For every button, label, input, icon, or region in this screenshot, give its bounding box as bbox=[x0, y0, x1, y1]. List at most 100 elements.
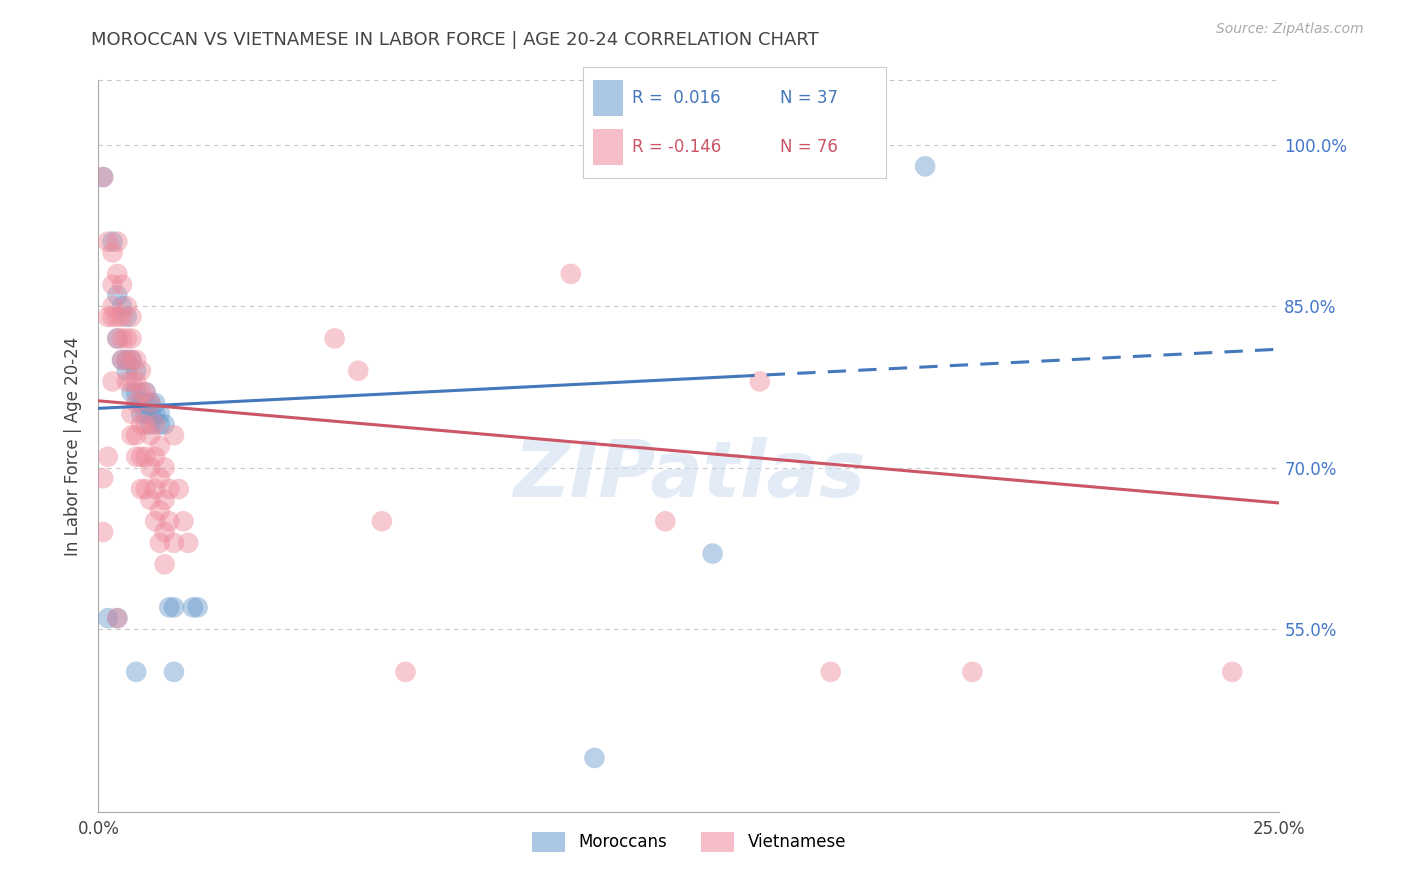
Point bbox=[121, 385, 143, 400]
Point bbox=[702, 547, 724, 561]
Point bbox=[115, 364, 138, 378]
Point bbox=[157, 514, 180, 528]
Point bbox=[105, 310, 128, 324]
Point bbox=[121, 331, 143, 345]
Point bbox=[105, 611, 128, 625]
Point bbox=[143, 482, 166, 496]
Point bbox=[91, 524, 114, 539]
Point bbox=[135, 385, 157, 400]
Point bbox=[139, 492, 162, 507]
Point bbox=[125, 385, 148, 400]
Point bbox=[121, 310, 143, 324]
Point bbox=[115, 299, 138, 313]
Text: ZIPatlas: ZIPatlas bbox=[513, 437, 865, 513]
Point bbox=[135, 482, 157, 496]
Point bbox=[583, 751, 606, 765]
Point bbox=[97, 310, 120, 324]
Point bbox=[105, 267, 128, 281]
Point bbox=[139, 396, 162, 410]
Point bbox=[111, 277, 134, 292]
Point bbox=[121, 353, 143, 368]
Point bbox=[153, 558, 176, 572]
Point bbox=[149, 471, 172, 485]
Point bbox=[172, 514, 194, 528]
Point bbox=[111, 353, 134, 368]
Point bbox=[125, 364, 148, 378]
Text: R = -0.146: R = -0.146 bbox=[631, 138, 721, 156]
Point bbox=[121, 353, 143, 368]
Point bbox=[149, 503, 172, 517]
Point bbox=[125, 353, 148, 368]
Point bbox=[153, 460, 176, 475]
Point bbox=[115, 353, 138, 368]
Point bbox=[125, 375, 148, 389]
Point bbox=[129, 407, 152, 421]
Point bbox=[163, 428, 186, 442]
Point bbox=[121, 428, 143, 442]
FancyBboxPatch shape bbox=[592, 129, 623, 165]
Point bbox=[115, 353, 138, 368]
Point bbox=[914, 159, 936, 173]
Point bbox=[105, 331, 128, 345]
Point bbox=[135, 417, 157, 432]
Point bbox=[1220, 665, 1243, 679]
Point bbox=[143, 450, 166, 464]
Point bbox=[101, 375, 124, 389]
Point bbox=[167, 482, 190, 496]
Point bbox=[143, 396, 166, 410]
Point bbox=[111, 299, 134, 313]
Point bbox=[101, 310, 124, 324]
Point bbox=[560, 267, 582, 281]
Point bbox=[129, 396, 152, 410]
Point bbox=[111, 331, 134, 345]
Point bbox=[163, 536, 186, 550]
Point bbox=[748, 375, 770, 389]
Point bbox=[91, 170, 114, 185]
Point bbox=[153, 492, 176, 507]
Text: R =  0.016: R = 0.016 bbox=[631, 89, 720, 107]
Point bbox=[125, 450, 148, 464]
Point bbox=[157, 482, 180, 496]
Point bbox=[121, 375, 143, 389]
Point bbox=[149, 439, 172, 453]
Point bbox=[157, 600, 180, 615]
Point bbox=[101, 299, 124, 313]
Point bbox=[149, 407, 172, 421]
Point bbox=[91, 170, 114, 185]
Point bbox=[139, 407, 162, 421]
Point bbox=[101, 245, 124, 260]
Point bbox=[115, 331, 138, 345]
Text: MOROCCAN VS VIETNAMESE IN LABOR FORCE | AGE 20-24 CORRELATION CHART: MOROCCAN VS VIETNAMESE IN LABOR FORCE | … bbox=[91, 31, 820, 49]
Point bbox=[97, 235, 120, 249]
Point bbox=[125, 428, 148, 442]
Text: N = 76: N = 76 bbox=[780, 138, 838, 156]
Point bbox=[181, 600, 204, 615]
Point bbox=[135, 396, 157, 410]
Point bbox=[347, 364, 370, 378]
Point bbox=[129, 385, 152, 400]
Point bbox=[129, 482, 152, 496]
Point bbox=[187, 600, 209, 615]
Point bbox=[139, 396, 162, 410]
FancyBboxPatch shape bbox=[592, 80, 623, 116]
Point bbox=[135, 385, 157, 400]
Point bbox=[101, 277, 124, 292]
Point bbox=[125, 396, 148, 410]
Point bbox=[105, 611, 128, 625]
Point bbox=[820, 665, 842, 679]
Point bbox=[139, 428, 162, 442]
Y-axis label: In Labor Force | Age 20-24: In Labor Force | Age 20-24 bbox=[63, 336, 82, 556]
Point bbox=[121, 407, 143, 421]
Point bbox=[153, 417, 176, 432]
Point bbox=[163, 600, 186, 615]
Point bbox=[105, 288, 128, 302]
Point bbox=[153, 524, 176, 539]
Point bbox=[97, 611, 120, 625]
Point bbox=[143, 407, 166, 421]
Point bbox=[115, 375, 138, 389]
Point bbox=[111, 310, 134, 324]
Point bbox=[135, 450, 157, 464]
Point bbox=[394, 665, 416, 679]
Point bbox=[101, 235, 124, 249]
Point bbox=[129, 417, 152, 432]
